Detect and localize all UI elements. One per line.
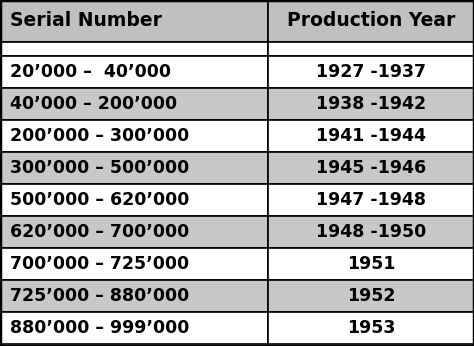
- Bar: [268, 280, 474, 312]
- Bar: [268, 42, 474, 56]
- Bar: [0, 184, 268, 216]
- Bar: [268, 0, 474, 42]
- Bar: [0, 216, 268, 248]
- Bar: [0, 88, 268, 120]
- Bar: [268, 88, 474, 120]
- Bar: [268, 152, 474, 184]
- Text: Production Year: Production Year: [287, 11, 455, 30]
- Bar: [268, 312, 474, 344]
- Bar: [268, 248, 474, 280]
- Text: 1952: 1952: [347, 287, 395, 305]
- Bar: [268, 120, 474, 152]
- Bar: [268, 184, 474, 216]
- Text: 20’000 –  40’000: 20’000 – 40’000: [10, 63, 171, 81]
- Text: Serial Number: Serial Number: [10, 11, 162, 30]
- Text: 1945 -1946: 1945 -1946: [316, 159, 426, 177]
- Text: 1953: 1953: [347, 319, 395, 337]
- Bar: [0, 248, 268, 280]
- Text: 700’000 – 725’000: 700’000 – 725’000: [10, 255, 189, 273]
- Text: 725’000 – 880’000: 725’000 – 880’000: [10, 287, 189, 305]
- Text: 1951: 1951: [347, 255, 395, 273]
- Bar: [0, 42, 268, 56]
- Bar: [0, 0, 268, 42]
- Text: 1938 -1942: 1938 -1942: [316, 95, 426, 113]
- Text: 620’000 – 700’000: 620’000 – 700’000: [10, 223, 189, 241]
- Bar: [268, 56, 474, 88]
- Text: 300’000 – 500’000: 300’000 – 500’000: [10, 159, 189, 177]
- Bar: [0, 56, 268, 88]
- Text: 1948 -1950: 1948 -1950: [316, 223, 426, 241]
- Text: 1927 -1937: 1927 -1937: [316, 63, 426, 81]
- Text: 500’000 – 620’000: 500’000 – 620’000: [10, 191, 190, 209]
- Text: 40’000 – 200’000: 40’000 – 200’000: [10, 95, 177, 113]
- Text: 1947 -1948: 1947 -1948: [316, 191, 426, 209]
- Bar: [268, 216, 474, 248]
- Text: 200’000 – 300’000: 200’000 – 300’000: [10, 127, 189, 145]
- Bar: [0, 280, 268, 312]
- Bar: [0, 152, 268, 184]
- Bar: [0, 120, 268, 152]
- Bar: [0, 312, 268, 344]
- Text: 1941 -1944: 1941 -1944: [316, 127, 426, 145]
- Text: 880’000 – 999’000: 880’000 – 999’000: [10, 319, 190, 337]
